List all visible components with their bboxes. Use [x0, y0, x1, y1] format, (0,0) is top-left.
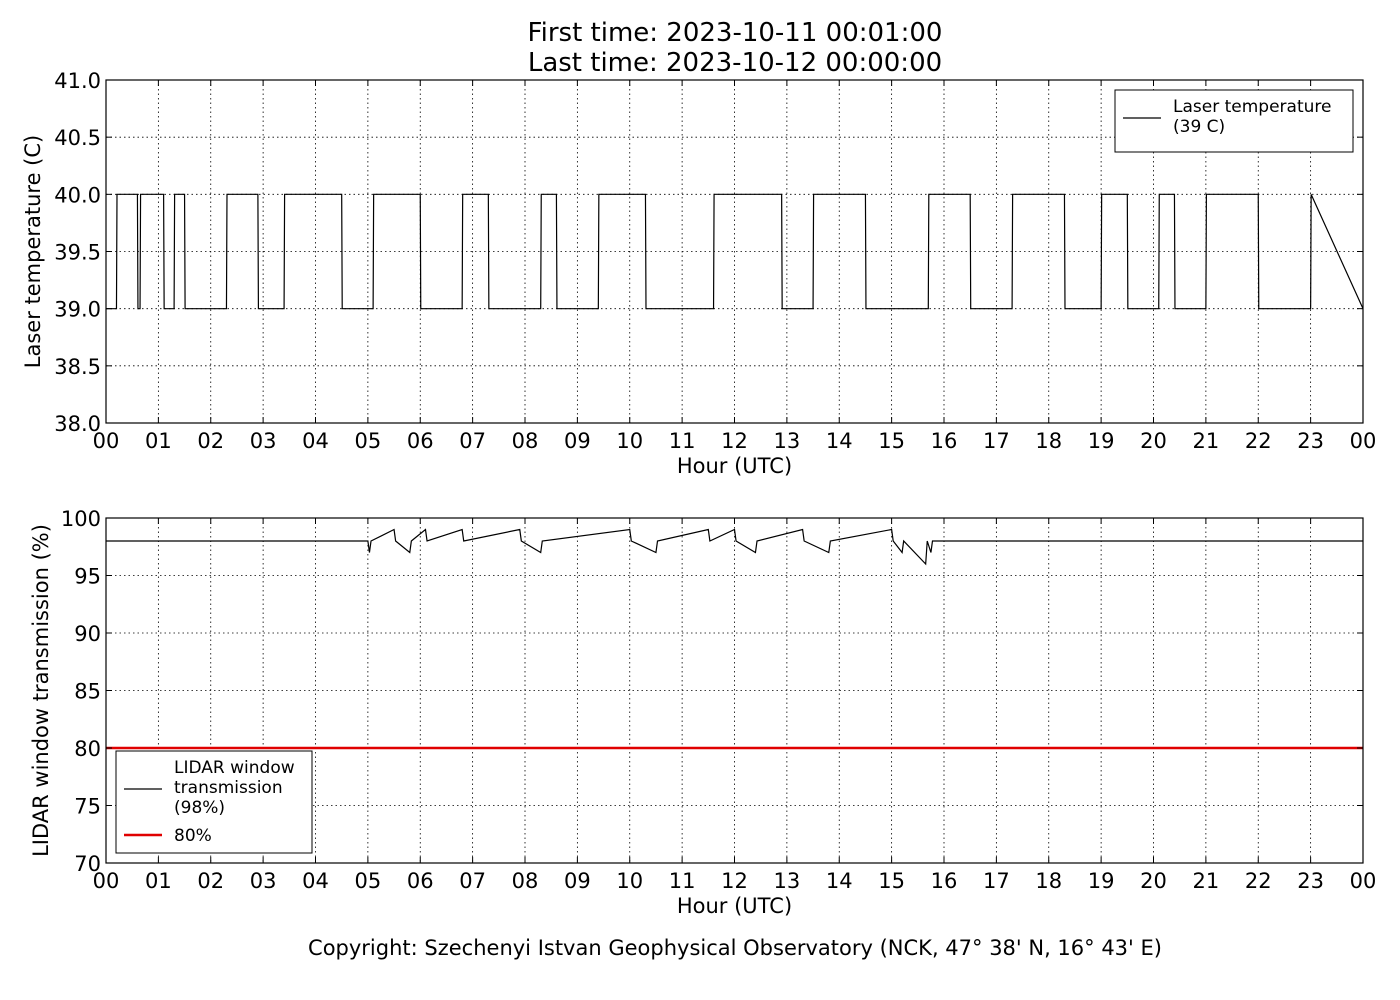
x-tick-label: 12 [721, 429, 748, 453]
y-tick-label: 80 [74, 737, 101, 761]
x-tick-label: 13 [774, 869, 801, 893]
x-tick-label: 06 [407, 429, 434, 453]
y-tick-label: 85 [74, 680, 101, 704]
legend-label-line: (98%) [174, 798, 225, 818]
x-tick-label: 14 [826, 429, 853, 453]
legend-label-line: (39 C) [1173, 117, 1225, 137]
x-tick-label: 14 [826, 869, 853, 893]
x-tick-label: 00 [1350, 429, 1377, 453]
x-tick-label: 22 [1245, 869, 1272, 893]
legend-label-line: transmission [174, 778, 283, 798]
x-tick-label: 23 [1297, 429, 1324, 453]
y-tick-label: 95 [74, 565, 101, 589]
x-tick-label: 11 [669, 429, 696, 453]
x-tick-label: 20 [1140, 429, 1167, 453]
y-tick-label: 40.5 [54, 126, 101, 150]
y-tick-label: 41.0 [54, 69, 101, 93]
x-tick-label: 13 [774, 429, 801, 453]
x-tick-label: 02 [197, 429, 224, 453]
x-tick-label: 05 [355, 429, 382, 453]
x-tick-label: 11 [669, 869, 696, 893]
y-tick-label: 38.5 [54, 355, 101, 379]
y-axis-label: Laser temperature (C) [21, 135, 45, 368]
x-tick-label: 22 [1245, 429, 1272, 453]
figure-title-last-time: Last time: 2023-10-12 00:00:00 [527, 48, 943, 78]
x-tick-label: 07 [459, 869, 486, 893]
x-tick-label: 18 [1035, 429, 1062, 453]
x-tick-label: 21 [1193, 869, 1220, 893]
x-tick-label: 15 [878, 429, 905, 453]
x-tick-label: 04 [302, 869, 329, 893]
x-tick-label: 21 [1193, 429, 1220, 453]
x-tick-label: 19 [1088, 429, 1115, 453]
x-tick-label: 08 [512, 869, 539, 893]
x-tick-label: 09 [564, 429, 591, 453]
x-tick-label: 12 [721, 869, 748, 893]
series-line-main [106, 528, 1363, 566]
y-tick-label: 100 [61, 507, 101, 531]
legend-label: Laser temperature (39 C) [1173, 97, 1331, 137]
legend-label: 80% [174, 826, 212, 846]
x-tick-label: 17 [983, 429, 1010, 453]
copyright-text: Copyright: Szechenyi Istvan Geophysical … [308, 936, 1162, 960]
x-axis-label: Hour (UTC) [677, 454, 792, 478]
x-tick-label: 07 [459, 429, 486, 453]
laser-temperature-chart: 00 01 02 03 04 05 06 07 08 09 10 11 12 13 14 15 16 17 18 19… [21, 69, 1376, 478]
x-tick-label: 20 [1140, 869, 1167, 893]
x-tick-label: 16 [931, 869, 958, 893]
x-tick-label: 15 [878, 869, 905, 893]
legend-label-line: Laser temperature [1173, 97, 1331, 117]
x-tick-label: 09 [564, 869, 591, 893]
legend-label: LIDAR window transmission (98%) [174, 758, 295, 818]
x-tick-label: 03 [250, 869, 277, 893]
x-tick-label: 05 [355, 869, 382, 893]
x-tick-label: 08 [512, 429, 539, 453]
y-axis-label: LIDAR window transmission (%) [29, 524, 53, 857]
y-tick-label: 38.0 [54, 412, 101, 436]
x-tick-label: 16 [931, 429, 958, 453]
y-tick-label: 39.5 [54, 241, 101, 265]
x-tick-label: 18 [1035, 869, 1062, 893]
x-tick-label: 04 [302, 429, 329, 453]
series-line-main [106, 193, 1364, 310]
x-tick-label: 00 [1350, 869, 1377, 893]
x-tick-label: 01 [145, 429, 172, 453]
x-tick-label: 00 [93, 429, 120, 453]
lidar-transmission-chart: 00 01 02 03 04 05 06 07 08 09 10 11 12 13 14 15 16 17 18 19… [29, 507, 1376, 918]
y-tick-label: 40.0 [54, 183, 101, 207]
x-tick-label: 10 [616, 869, 643, 893]
x-tick-label: 02 [197, 869, 224, 893]
x-tick-label: 23 [1297, 869, 1324, 893]
y-tick-label: 39.0 [54, 298, 101, 322]
legend: Laser temperature (39 C) [1114, 89, 1354, 153]
legend-label-line: 80% [174, 826, 212, 846]
x-tick-label: 06 [407, 869, 434, 893]
legend: LIDAR window transmission (98%) 80% [115, 750, 313, 854]
legend-box [1114, 89, 1354, 153]
y-tick-label: 75 [74, 795, 101, 819]
x-tick-label: 19 [1088, 869, 1115, 893]
x-tick-label: 03 [250, 429, 277, 453]
x-tick-label: 00 [93, 869, 120, 893]
x-axis-label: Hour (UTC) [677, 894, 792, 918]
y-tick-label: 90 [74, 622, 101, 646]
legend-label-line: LIDAR window [174, 758, 295, 778]
figure-title-first-time: First time: 2023-10-11 00:01:00 [527, 18, 943, 48]
x-tick-label: 01 [145, 869, 172, 893]
y-tick-label: 70 [74, 852, 101, 876]
x-tick-label: 10 [616, 429, 643, 453]
x-tick-label: 17 [983, 869, 1010, 893]
